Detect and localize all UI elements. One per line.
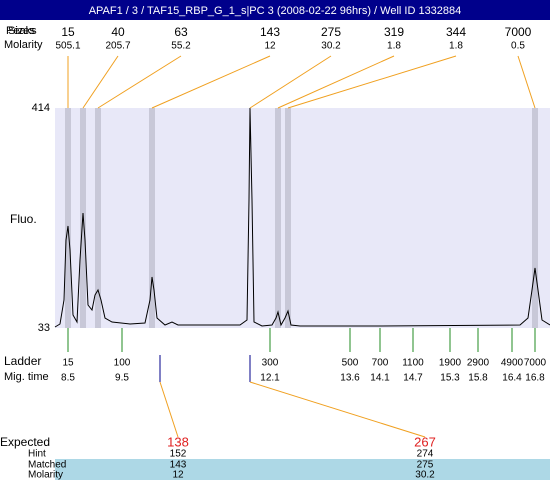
ladder-time: 9.5: [115, 373, 129, 384]
ladder-time: 12.1: [260, 373, 280, 384]
peak-leader: [82, 55, 119, 109]
table-cell: 138: [167, 434, 189, 449]
ladder-size: 7000: [524, 358, 547, 369]
peak-molarity: 0.5: [511, 41, 525, 52]
ladder-time: 16.8: [525, 373, 545, 384]
trace: [54, 107, 550, 328]
molarity-label: Molarity: [4, 39, 43, 51]
ladder-size: 500: [342, 358, 359, 369]
table-cell: 152: [170, 449, 187, 460]
ladder-size: 300: [262, 358, 279, 369]
row-label: Expected: [0, 435, 50, 449]
mig-time-label: Mig. time: [4, 371, 49, 383]
peak-molarity: 55.2: [171, 41, 191, 52]
y-min: 33: [38, 322, 50, 334]
peak-band: [532, 108, 538, 328]
peak-size: 7000: [505, 25, 532, 39]
y-max: 414: [32, 102, 50, 114]
table-cell: 275: [417, 460, 434, 471]
y-axis-label: Fluo.: [10, 212, 37, 226]
peak-size: 319: [384, 25, 404, 39]
row-label: Molarity: [28, 470, 63, 480]
ladder-size: 15: [62, 358, 74, 369]
leader-line: [249, 381, 426, 438]
peak-leader: [97, 55, 182, 109]
ladder-size: 1100: [402, 358, 424, 369]
table-cell: 12: [172, 470, 184, 480]
ladder-size: 2900: [467, 358, 490, 369]
title-bar: [0, 0, 550, 20]
peak-band: [65, 108, 71, 328]
leader-line: [159, 381, 179, 438]
table-cell: 274: [417, 449, 434, 460]
title: APAF1 / 3 / TAF15_RBP_G_1_s|PC 3 (2008-0…: [89, 5, 462, 17]
peak-leader: [277, 55, 395, 109]
row-label: Hint: [28, 449, 46, 460]
peak-band: [95, 108, 101, 328]
peak-molarity: 30.2: [321, 41, 341, 52]
row-label: Matched: [28, 460, 66, 471]
peak-leader: [287, 55, 457, 109]
peak-molarity: 12: [264, 41, 276, 52]
peak-size: 344: [446, 25, 466, 39]
ladder-time: 14.7: [403, 373, 423, 384]
table-cell: 30.2: [415, 470, 435, 480]
peak-band: [285, 108, 291, 328]
peak-band: [149, 108, 155, 328]
plot-area: [55, 108, 550, 328]
ladder-time: 16.4: [502, 373, 522, 384]
sizes-label: Sizes: [8, 25, 35, 37]
table-cell: 267: [414, 434, 436, 449]
peak-molarity: 505.1: [55, 41, 80, 52]
table-cell: 143: [170, 460, 187, 471]
peak-size: 143: [260, 25, 280, 39]
peak-leader: [151, 55, 271, 109]
peak-size: 40: [111, 25, 125, 39]
peak-molarity: 205.7: [105, 41, 130, 52]
peak-leader: [517, 55, 536, 109]
peak-leader: [249, 55, 332, 109]
ladder-time: 15.8: [468, 373, 488, 384]
ladder-size: 4900: [501, 358, 524, 369]
ladder-size: 100: [114, 358, 131, 369]
ladder-size: 1900: [439, 358, 462, 369]
ladder-time: 15.3: [440, 373, 460, 384]
matched-highlight: [55, 459, 550, 480]
ladder-time: 8.5: [61, 373, 75, 384]
ladder-time: 13.6: [340, 373, 360, 384]
peak-molarity: 1.8: [387, 41, 401, 52]
peak-molarity: 1.8: [449, 41, 463, 52]
ladder-size: 700: [372, 358, 389, 369]
peak-size: 15: [61, 25, 75, 39]
peak-size: 275: [321, 25, 341, 39]
peaks-label: Peaks: [6, 25, 37, 37]
ladder-label: Ladder: [4, 354, 41, 368]
peak-size: 63: [174, 25, 188, 39]
peak-band: [275, 108, 281, 328]
ladder-time: 14.1: [370, 373, 390, 384]
